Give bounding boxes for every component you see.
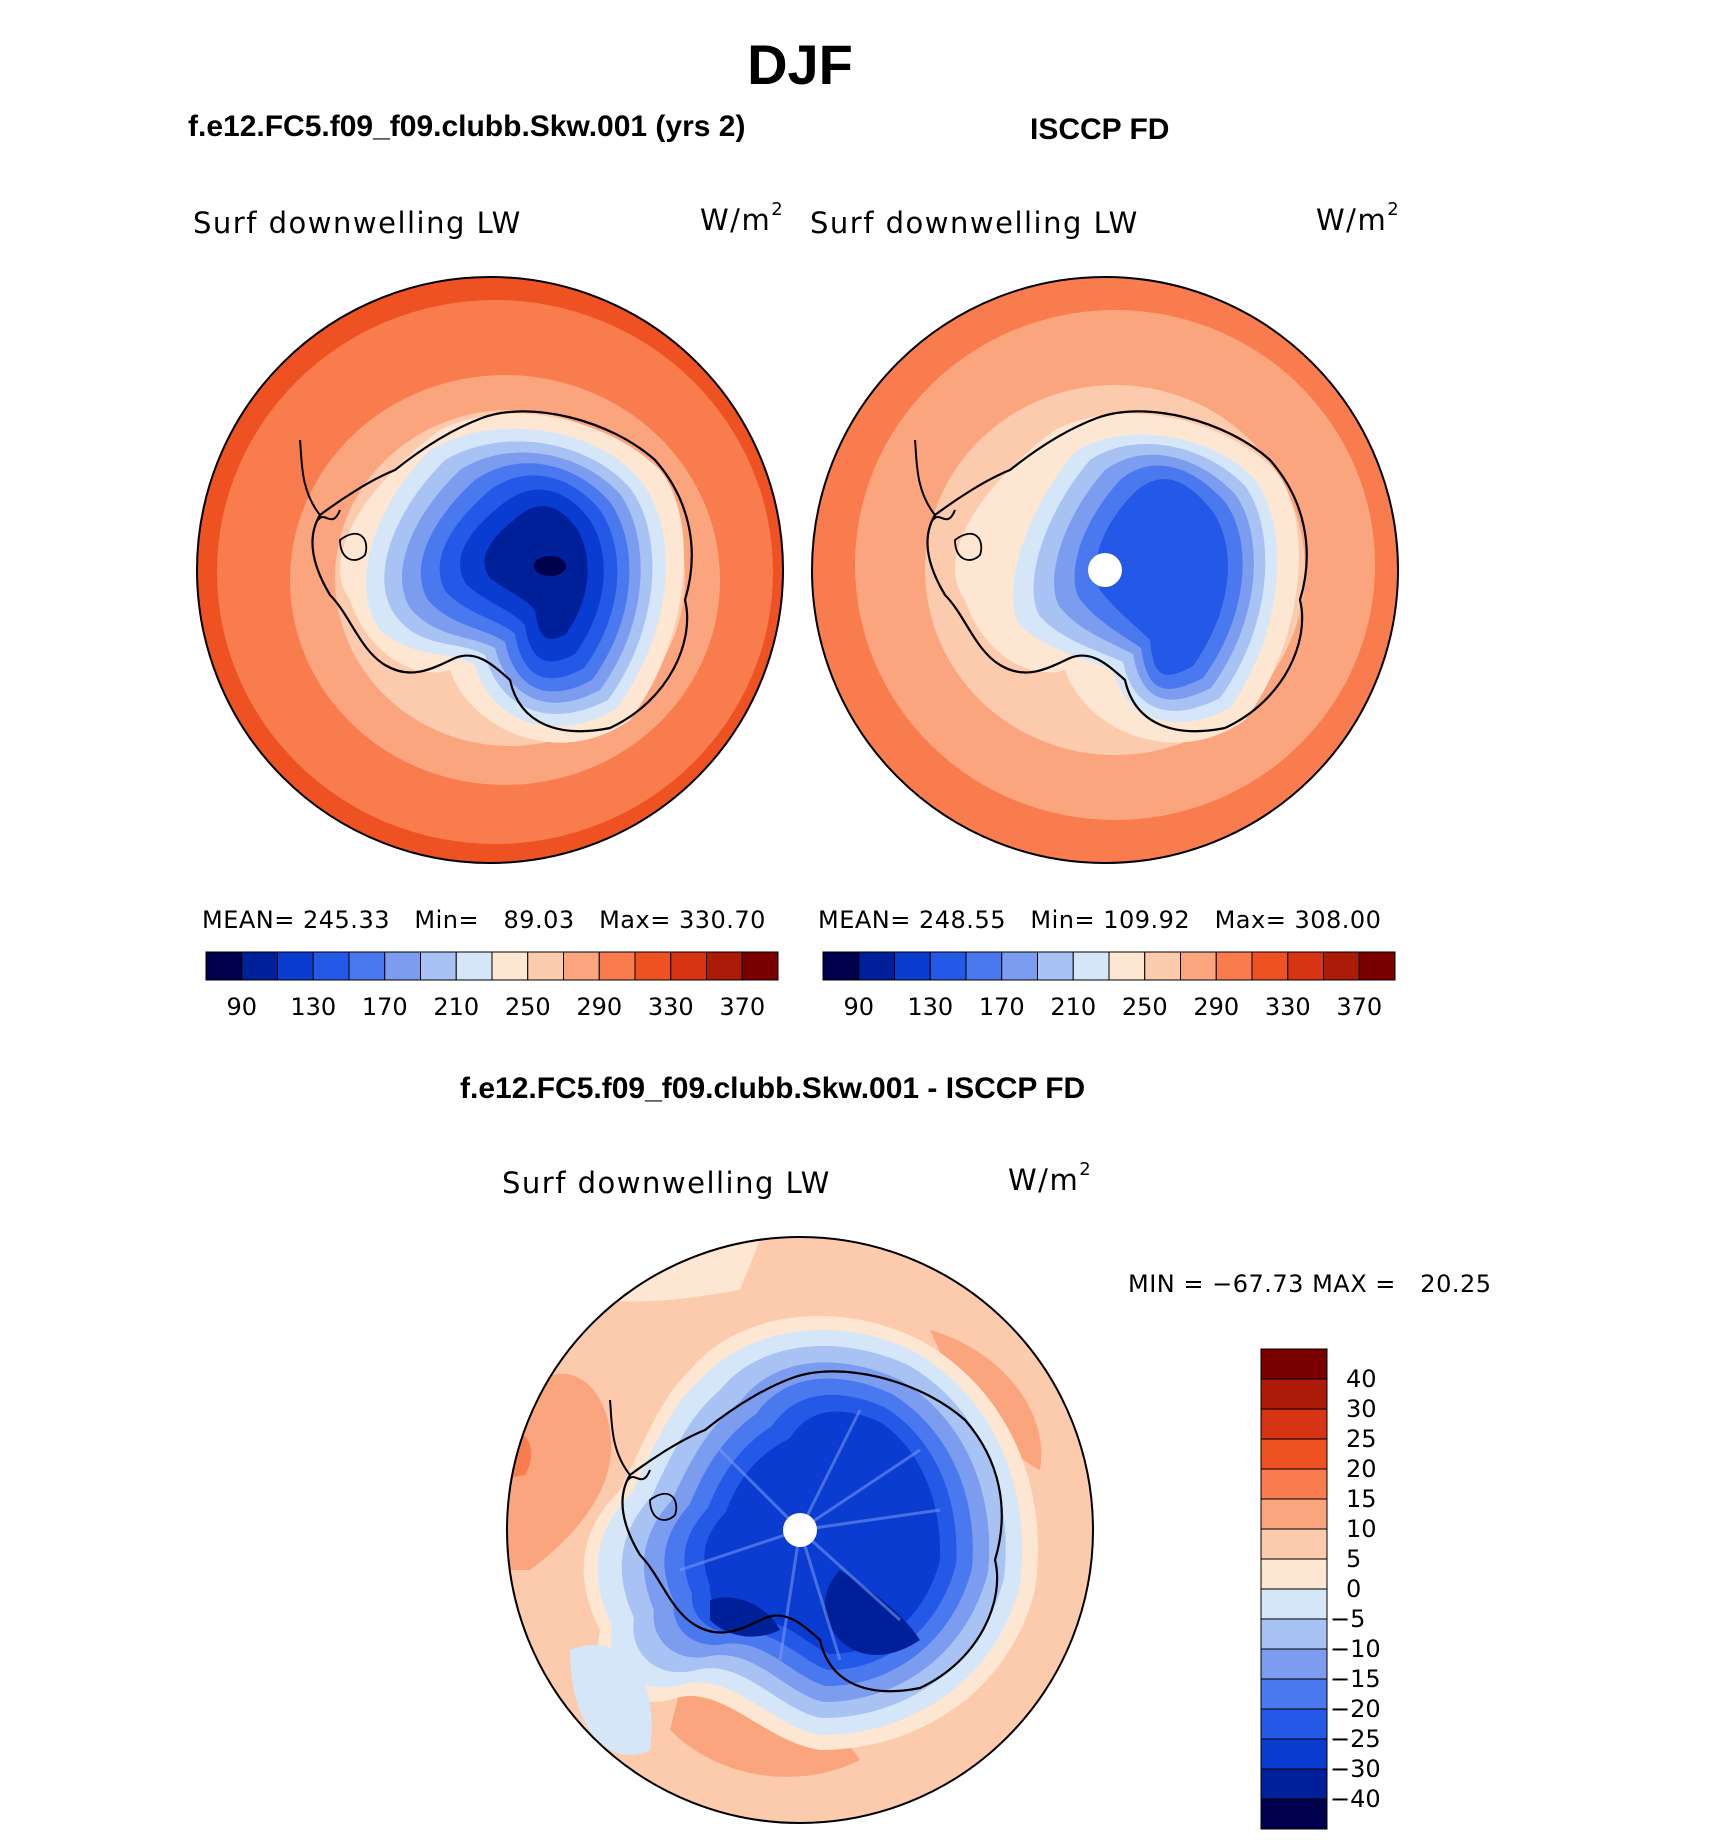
colorbar-swatch [706, 951, 743, 981]
colorbar-tick-label: 30 [1346, 1395, 1377, 1423]
polar-map-model [196, 276, 784, 864]
diff-colorbar [1260, 1348, 1328, 1830]
colorbar-tick-label: 170 [361, 993, 408, 1021]
panel-1-units: W/m2 [700, 198, 785, 237]
diff-variable: Surf downwelling LW [502, 1166, 831, 1200]
panel-2-units: W/m2 [1316, 198, 1401, 237]
colorbar-swatch [241, 951, 278, 981]
colorbar-swatch [1260, 1408, 1328, 1440]
colorbar-swatch [1260, 1618, 1328, 1650]
colorbar-swatch [1260, 1678, 1328, 1710]
colorbar-swatch [1180, 951, 1217, 981]
colorbar-tick-label: 330 [1264, 993, 1311, 1021]
colorbar-swatch [741, 951, 779, 981]
colorbar-swatch [563, 951, 600, 981]
colorbar-tick-label: 10 [1346, 1515, 1377, 1543]
colorbar-tick-label: 290 [576, 993, 623, 1021]
colorbar-tick-label: 15 [1346, 1485, 1377, 1513]
colorbar-swatch [1260, 1528, 1328, 1560]
colorbar-swatch [1144, 951, 1181, 981]
colorbar-swatch [634, 951, 672, 981]
colorbar-tick-label: 0 [1346, 1575, 1362, 1603]
panel-2-variable: Surf downwelling LW [810, 206, 1139, 240]
colorbar-tick-label: −25 [1330, 1725, 1381, 1753]
panel-1-stats: MEAN= 245.33 Min= 89.03 Max= 330.70 [202, 906, 766, 934]
colorbar-tick-label: −10 [1330, 1635, 1381, 1663]
polar-hole [1088, 553, 1122, 587]
colorbar-swatch [858, 951, 895, 981]
colorbar-tick-label: −15 [1330, 1665, 1381, 1693]
colorbar-swatch [1260, 1438, 1328, 1470]
colorbar-swatch [455, 951, 493, 981]
colorbar-tick-label: 330 [647, 993, 694, 1021]
diff-units: W/m2 [1008, 1158, 1093, 1197]
colorbar-tick-label: 25 [1346, 1425, 1377, 1453]
colorbar-swatch [1260, 1378, 1328, 1410]
panel-1-title: f.e12.FC5.f09_f09.clubb.Skw.001 (yrs 2) [188, 110, 746, 143]
colorbar-swatch [1287, 951, 1324, 981]
colorbar-swatch [822, 951, 860, 981]
figure-title: DJF [747, 33, 853, 96]
colorbar-tick-label: 250 [1121, 993, 1168, 1021]
colorbar-tick-label: 90 [226, 993, 258, 1021]
colorbar-swatch [1260, 1348, 1328, 1380]
colorbar-swatch [527, 951, 564, 981]
panel-2-colorbar [822, 951, 1396, 981]
colorbar-tick-label: 130 [907, 993, 954, 1021]
colorbar-swatch [1001, 951, 1038, 981]
colorbar-swatch [1072, 951, 1110, 981]
colorbar-swatch [491, 951, 529, 981]
colorbar-swatch [1260, 1648, 1328, 1680]
panel-2-title: ISCCP FD [1030, 113, 1170, 146]
colorbar-tick-label: −30 [1330, 1755, 1381, 1783]
colorbar-tick-label: 250 [504, 993, 551, 1021]
colorbar-swatch [1215, 951, 1253, 981]
colorbar-swatch [670, 951, 707, 981]
colorbar-swatch [1251, 951, 1289, 981]
colorbar-swatch [1260, 1498, 1328, 1530]
colorbar-tick-label: 290 [1193, 993, 1240, 1021]
colorbar-swatch [420, 951, 457, 981]
panel-1-variable: Surf downwelling LW [193, 206, 522, 240]
colorbar-tick-label: 170 [978, 993, 1025, 1021]
colorbar-tick-label: 40 [1346, 1365, 1377, 1393]
diff-title: f.e12.FC5.f09_f09.clubb.Skw.001 - ISCCP … [460, 1072, 1086, 1105]
colorbar-swatch [1358, 951, 1396, 981]
colorbar-swatch [348, 951, 386, 981]
colorbar-swatch [312, 951, 350, 981]
colorbar-swatch [1260, 1738, 1328, 1770]
colorbar-tick-label: 5 [1346, 1545, 1362, 1573]
colorbar-swatch [1260, 1558, 1328, 1590]
colorbar-swatch [205, 951, 243, 981]
polar-map-difference [506, 1236, 1094, 1824]
colorbar-tick-label: 210 [433, 993, 480, 1021]
colorbar-swatch [1260, 1768, 1328, 1800]
colorbar-swatch [1108, 951, 1146, 981]
colorbar-tick-label: −5 [1330, 1605, 1366, 1633]
colorbar-tick-label: 130 [290, 993, 337, 1021]
colorbar-tick-label: 210 [1050, 993, 1097, 1021]
colorbar-tick-label: 90 [843, 993, 875, 1021]
colorbar-tick-label: 370 [719, 993, 766, 1021]
colorbar-swatch [929, 951, 967, 981]
colorbar-tick-label: 370 [1336, 993, 1383, 1021]
colorbar-swatch [965, 951, 1003, 981]
colorbar-swatch [1260, 1708, 1328, 1740]
colorbar-swatch [1260, 1588, 1328, 1620]
panel-1-colorbar [205, 951, 779, 981]
polar-map-observations [811, 276, 1399, 864]
colorbar-swatch [277, 951, 314, 981]
colorbar-tick-label: −40 [1330, 1785, 1381, 1813]
colorbar-swatch [894, 951, 931, 981]
colorbar-tick-label: 20 [1346, 1455, 1377, 1483]
colorbar-swatch [384, 951, 421, 981]
panel-2-stats: MEAN= 248.55 Min= 109.92 Max= 308.00 [818, 906, 1382, 934]
colorbar-swatch [1260, 1468, 1328, 1500]
colorbar-swatch [598, 951, 636, 981]
diff-stats: MIN = −67.73 MAX = 20.25 [1128, 1270, 1492, 1298]
colorbar-swatch [1037, 951, 1074, 981]
colorbar-swatch [1323, 951, 1360, 981]
colorbar-swatch [1260, 1798, 1328, 1830]
colorbar-tick-label: −20 [1330, 1695, 1381, 1723]
